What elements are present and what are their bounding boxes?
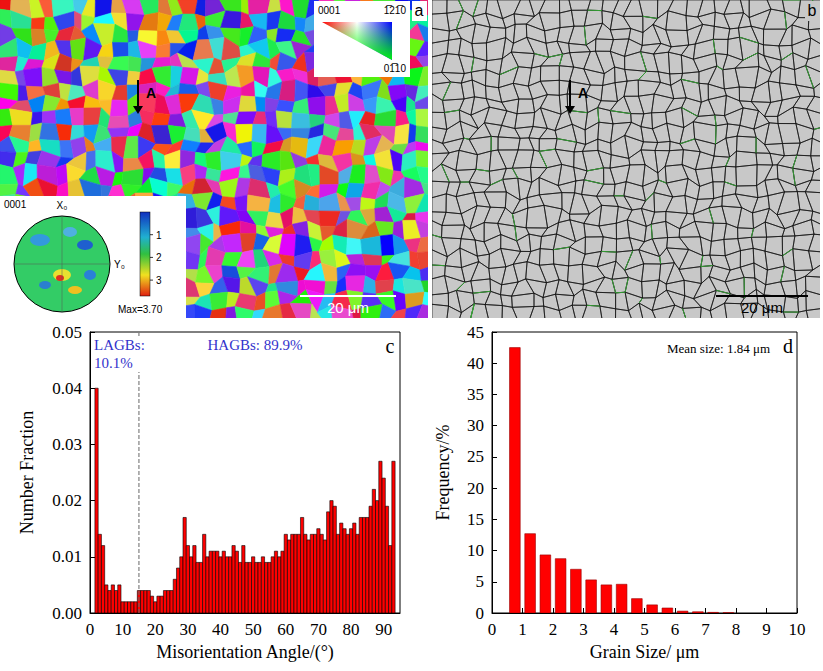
svg-text:5: 5 [476,572,485,591]
svg-text:0.03: 0.03 [52,435,82,454]
svg-text:20: 20 [467,479,484,498]
svg-text:0.01: 0.01 [52,547,82,566]
svg-text:25: 25 [467,447,484,466]
svg-text:0: 0 [476,604,485,623]
svg-text:Y₀: Y₀ [114,259,125,270]
svg-text:3: 3 [156,275,162,286]
svg-text:35: 35 [467,385,484,404]
svg-text:b: b [808,2,817,19]
svg-text:0: 0 [86,620,95,639]
svg-text:0.05: 0.05 [52,323,82,342]
svg-text:6: 6 [671,620,680,639]
svg-text:Misorientation Angle/(°): Misorientation Angle/(°) [156,642,334,663]
svg-text:c: c [386,335,395,357]
svg-text:0.02: 0.02 [52,491,82,510]
svg-text:10: 10 [789,620,806,639]
svg-text:1: 1 [156,230,162,241]
svg-text:d: d [783,335,793,357]
svg-text:70: 70 [310,620,327,639]
svg-text:Frequency/%: Frequency/% [433,425,453,521]
svg-text:a: a [415,2,424,19]
svg-text:90: 90 [375,620,392,639]
svg-text:HAGBs: 89.9%: HAGBs: 89.9% [207,337,302,353]
svg-text:Number Fraction: Number Fraction [17,411,37,534]
svg-text:40: 40 [467,354,484,373]
svg-text:0: 0 [488,620,497,639]
svg-text:0001: 0001 [4,199,27,210]
svg-text:3: 3 [579,620,588,639]
svg-text:2: 2 [549,620,558,639]
svg-text:7: 7 [701,620,710,639]
svg-text:4: 4 [610,620,619,639]
svg-text:5: 5 [640,620,649,639]
svg-text:2: 2 [156,252,162,263]
svg-text:Mean size: 1.84 μm: Mean size: 1.84 μm [667,341,770,356]
svg-text:50: 50 [245,620,262,639]
svg-text:20 μm: 20 μm [327,299,369,316]
svg-text:20: 20 [147,620,164,639]
svg-text:30: 30 [467,416,484,435]
svg-text:Max=3.70: Max=3.70 [118,304,163,315]
svg-text:45: 45 [467,323,484,342]
svg-text:A: A [578,85,588,101]
svg-text:A: A [146,85,156,101]
svg-text:X₀: X₀ [57,200,68,211]
svg-text:LAGBs:: LAGBs: [94,337,145,353]
svg-text:30: 30 [179,620,196,639]
svg-text:0.04: 0.04 [52,379,82,398]
svg-text:8: 8 [732,620,741,639]
svg-text:80: 80 [343,620,360,639]
svg-text:0001: 0001 [318,5,341,16]
svg-text:Grain Size/ μm: Grain Size/ μm [590,642,700,662]
svg-text:40: 40 [212,620,229,639]
svg-text:10: 10 [467,541,484,560]
svg-text:1̅21̅0: 1̅21̅0 [384,5,407,16]
svg-text:15: 15 [467,510,484,529]
svg-text:60: 60 [277,620,294,639]
svg-text:01̅10: 01̅10 [384,63,407,74]
svg-text:9: 9 [762,620,771,639]
svg-text:10: 10 [114,620,131,639]
svg-text:0.00: 0.00 [52,604,82,623]
svg-text:20 μm: 20 μm [741,299,783,316]
svg-text:10.1%: 10.1% [94,355,133,371]
svg-text:1: 1 [518,620,527,639]
